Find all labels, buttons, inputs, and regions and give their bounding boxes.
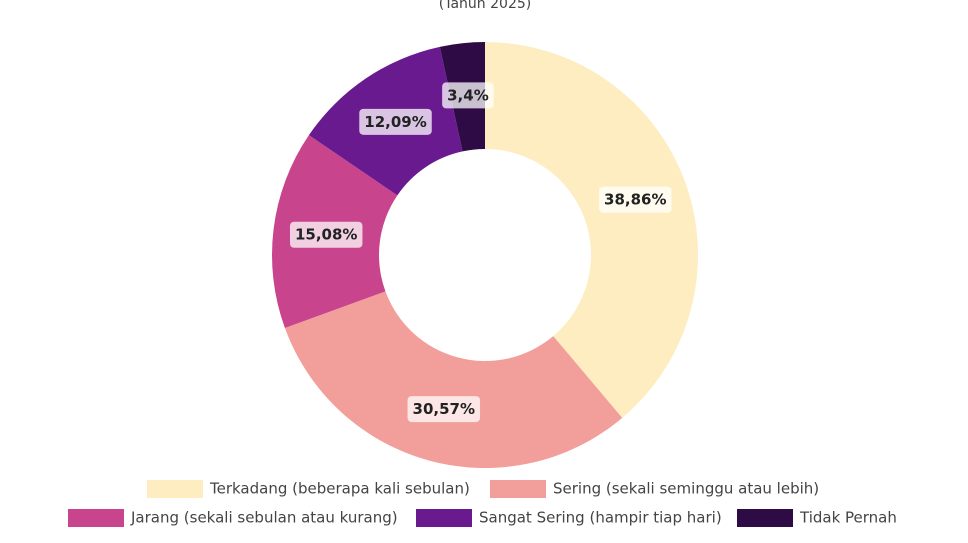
legend-label: Tidak Pernah [799, 509, 897, 527]
legend-label: Terkadang (beberapa kali sebulan) [209, 480, 470, 498]
value-label-bg [407, 396, 481, 423]
legend-swatch [68, 509, 124, 527]
legend-label: Jarang (sekali sebulan atau kurang) [130, 509, 398, 527]
legend-swatch [737, 509, 793, 527]
value-label: 15,08% [295, 226, 357, 244]
chart-subtitle: (Tahun 2025) [439, 0, 531, 12]
value-label-bg [289, 221, 363, 248]
legend-swatch [147, 480, 203, 498]
value-label-bg [442, 82, 494, 109]
legend-label: Sangat Sering (hampir tiap hari) [479, 509, 722, 527]
legend-label: Sering (sekali seminggu atau lebih) [553, 480, 819, 498]
value-label: 12,09% [364, 113, 426, 131]
donut-slice [284, 291, 623, 468]
value-label-bg [599, 186, 672, 213]
value-label: 38,86% [604, 191, 666, 209]
value-label: 30,57% [413, 400, 475, 418]
value-label-bg [359, 108, 432, 135]
legend-swatch [490, 480, 546, 498]
donut-slice [485, 42, 698, 418]
legend-swatch [416, 509, 472, 527]
value-label: 3,4% [447, 86, 489, 104]
